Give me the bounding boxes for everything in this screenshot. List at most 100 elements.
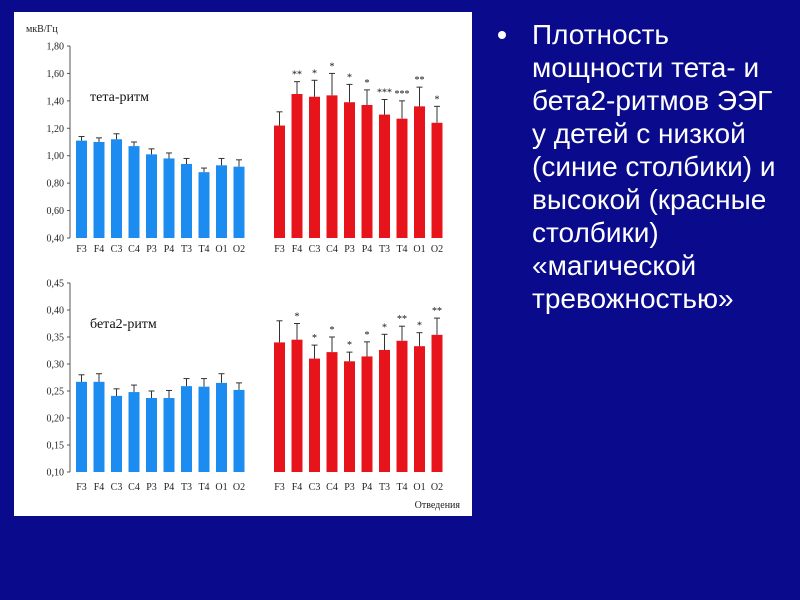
bar: [379, 349, 390, 472]
x-tick-label: O1: [215, 244, 227, 255]
x-tick-label: O2: [431, 244, 443, 255]
bar: [414, 106, 425, 238]
bar: [379, 114, 390, 238]
bar: [76, 140, 87, 238]
bar: [396, 118, 408, 238]
chart-title: тета-ритм: [90, 90, 149, 105]
bar: [361, 104, 373, 238]
y-tick-label: 0,30: [47, 360, 65, 371]
bar: [344, 102, 355, 238]
bar: [93, 142, 105, 238]
x-tick-label: F3: [274, 244, 285, 255]
y-tick-label: 0,20: [47, 414, 65, 425]
significance-marker: **: [292, 70, 302, 81]
bar: [146, 154, 157, 238]
bar: [431, 122, 443, 238]
bar: [111, 395, 122, 472]
x-tick-label: O2: [233, 482, 245, 493]
bar: [128, 392, 140, 472]
x-tick-label: F4: [292, 482, 303, 493]
x-tick-label: T3: [379, 482, 390, 493]
x-tick-label: P4: [362, 482, 373, 493]
bar: [274, 125, 285, 238]
y-tick-label: 0,10: [47, 468, 65, 479]
y-tick-label: 0,45: [47, 279, 65, 290]
bullet-point-icon: [498, 31, 506, 39]
bar: [181, 163, 192, 238]
significance-marker: *: [330, 325, 335, 336]
bar: [93, 381, 105, 472]
x-tick-label: F3: [76, 244, 87, 255]
significance-marker: *: [365, 330, 370, 341]
x-tick-label: C4: [128, 244, 140, 255]
significance-marker: *: [347, 340, 352, 351]
bar: [344, 361, 355, 472]
x-axis-label: Отведения: [415, 500, 461, 511]
bar: [216, 165, 227, 238]
x-tick-label: O2: [431, 482, 443, 493]
bar: [163, 158, 175, 238]
bar: [128, 146, 140, 238]
x-tick-label: C4: [326, 482, 338, 493]
x-tick-label: F4: [94, 244, 105, 255]
bar: [76, 381, 87, 472]
significance-marker: *: [347, 72, 352, 83]
x-tick-label: F3: [76, 482, 87, 493]
y-tick-label: 0,80: [47, 179, 65, 190]
bar: [233, 389, 245, 472]
y-tick-label: 0,40: [47, 306, 65, 317]
y-tick-label: 0,25: [47, 387, 65, 398]
significance-marker: *: [382, 322, 387, 333]
bar: [181, 386, 192, 472]
x-tick-label: P3: [146, 244, 157, 255]
bar: [309, 358, 320, 472]
chart-panel: 0,40 0,60 0,80 1,00 1,20 1,40 1,60 1,80 тета-рит…: [14, 12, 472, 516]
bar: [396, 340, 408, 472]
x-tick-label: P4: [362, 244, 373, 255]
bar: [198, 172, 210, 238]
bar: [291, 339, 303, 472]
x-tick-label: T4: [198, 244, 209, 255]
y-tick-label: 1,80: [47, 42, 65, 53]
x-tick-label: P3: [344, 244, 355, 255]
x-tick-label: C3: [309, 482, 321, 493]
significance-marker: *: [417, 321, 422, 332]
x-tick-label: O2: [233, 244, 245, 255]
x-tick-label: C4: [128, 482, 140, 493]
significance-marker: **: [397, 314, 407, 325]
y-axis-unit-label: мкВ/Гц: [26, 24, 58, 35]
x-tick-label: C4: [326, 244, 338, 255]
bar: [111, 139, 122, 238]
significance-marker: *: [365, 78, 370, 89]
x-tick-label: C3: [111, 482, 123, 493]
x-tick-label: F4: [292, 244, 303, 255]
y-tick-label: 1,40: [47, 96, 65, 107]
bar: [163, 398, 175, 472]
x-tick-label: T3: [379, 244, 390, 255]
x-tick-label: T3: [181, 482, 192, 493]
y-tick-label: 1,20: [47, 124, 65, 135]
x-tick-label: C3: [111, 244, 123, 255]
y-tick-label: 0,35: [47, 333, 65, 344]
bar: [216, 382, 227, 472]
y-tick-label: 0,40: [47, 234, 65, 245]
x-tick-label: O1: [215, 482, 227, 493]
bar: [291, 94, 303, 238]
x-tick-label: T4: [396, 244, 407, 255]
y-tick-label: 1,00: [47, 151, 65, 162]
x-tick-label: P3: [146, 482, 157, 493]
y-tick-label: 0,15: [47, 441, 65, 452]
significance-marker: **: [432, 306, 442, 317]
significance-marker: *: [330, 61, 335, 72]
significance-marker: *: [312, 68, 317, 79]
bar: [274, 342, 285, 472]
eeg-bar-charts: 0,40 0,60 0,80 1,00 1,20 1,40 1,60 1,80 тета-рит…: [26, 24, 461, 511]
x-tick-label: P4: [164, 482, 175, 493]
bar: [326, 352, 338, 472]
x-tick-label: F4: [94, 482, 105, 493]
significance-marker: *: [435, 94, 440, 105]
bar: [146, 398, 157, 472]
significance-marker: *: [295, 312, 300, 323]
x-tick-label: T3: [181, 244, 192, 255]
bar: [431, 334, 443, 472]
